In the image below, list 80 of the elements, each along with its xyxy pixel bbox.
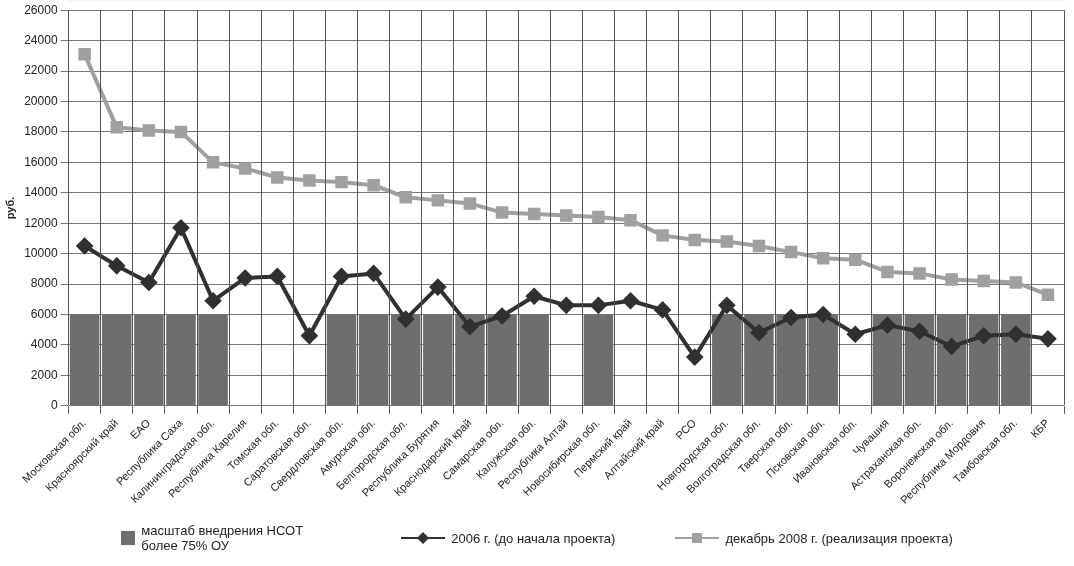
point [172,219,189,236]
y-tick-label: 4000 [30,337,58,352]
point [1039,330,1056,347]
point [558,297,575,314]
point [365,265,382,282]
y-tick-label: 12000 [24,215,58,230]
point [718,297,735,314]
legend-label: 2006 г. (до начала проекта) [451,530,616,546]
point [622,292,639,309]
point [399,191,412,204]
y-tick-label: 26000 [24,2,58,17]
point [271,171,284,184]
point [911,323,928,340]
point [913,267,926,280]
point [463,197,477,210]
point [592,210,605,224]
point [237,269,254,286]
legend-label: масштаб внедрения НСОТ более 75% ОУ [141,523,305,553]
point [560,209,573,222]
point [945,273,958,286]
y-tick-label: 18000 [24,124,58,139]
point [815,306,832,323]
y-axis-title: руб. [3,196,16,220]
point [333,268,350,285]
point [849,253,862,266]
point [816,251,830,265]
point [975,327,992,344]
point [720,235,734,248]
y-tick-label: 16000 [24,154,58,169]
point [590,297,607,314]
y-tick-label: 24000 [24,32,58,47]
point [206,156,220,169]
point [397,311,414,328]
point [879,317,896,334]
point [1041,288,1055,301]
point [108,257,125,274]
point [431,194,445,207]
point [686,349,703,366]
point [784,245,798,259]
y-tick-label: 6000 [30,306,58,321]
point [140,274,157,291]
point [688,233,701,247]
point [301,327,318,344]
point [76,238,93,255]
y-tick-label: 14000 [24,185,58,200]
point [752,239,766,253]
point [624,213,637,227]
y-tick-label: 10000 [24,245,58,260]
y-tick-label: 20000 [24,93,58,108]
point [238,162,252,175]
point [526,288,543,305]
point [1007,326,1024,343]
point [205,292,222,309]
legend-label: декабрь 2008 г. (реализация проекта) [725,530,953,546]
point [881,265,894,279]
y-tick-label: 2000 [30,367,58,382]
point [269,268,286,285]
point [847,326,864,343]
y-tick-label: 0 [50,398,58,413]
point [303,174,316,187]
point [495,206,509,219]
y-tick-label: 8000 [30,276,58,291]
point [461,318,478,335]
point [1009,276,1023,289]
point [367,178,380,192]
point [78,48,91,61]
point [656,229,669,242]
point [174,125,188,139]
point [977,274,990,288]
point [750,324,767,341]
point [943,338,960,355]
point [783,309,800,326]
point [654,301,671,318]
y-tick-label: 22000 [24,63,58,78]
point [494,308,511,325]
point [335,175,348,189]
point [142,124,156,137]
point [527,207,541,221]
point [429,279,446,296]
point [110,121,123,134]
